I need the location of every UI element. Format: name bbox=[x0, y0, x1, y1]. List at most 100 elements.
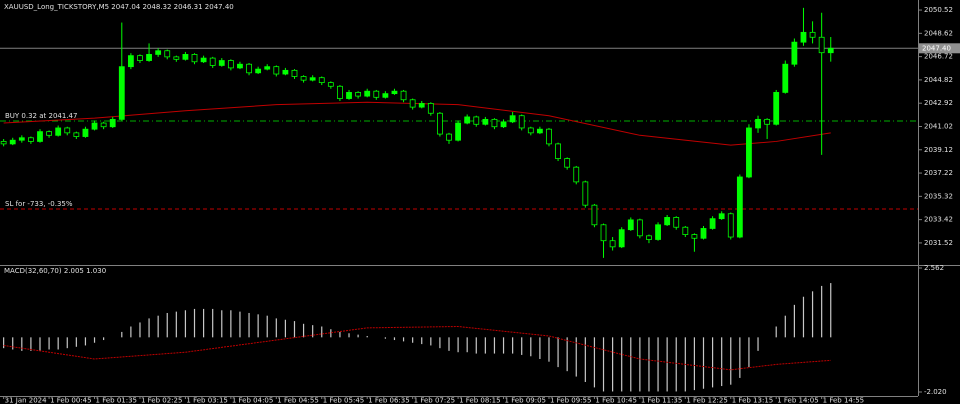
candle-body bbox=[491, 118, 498, 128]
current-price-box bbox=[919, 43, 960, 54]
candle-body bbox=[118, 66, 125, 120]
candle-body bbox=[373, 90, 380, 98]
candle-body bbox=[137, 55, 143, 61]
candle-body bbox=[655, 224, 661, 240]
candle-body bbox=[400, 90, 407, 101]
candle-body bbox=[727, 213, 734, 238]
x-tick-label: 1 Feb 03:15 bbox=[186, 397, 227, 404]
x-tick-label: 1 Feb 13:15 bbox=[732, 397, 773, 404]
candle-body bbox=[191, 54, 198, 63]
x-tick-label: 1 Feb 10:45 bbox=[595, 397, 636, 404]
candle-body bbox=[564, 158, 571, 168]
candle-body bbox=[146, 54, 152, 61]
level-label: BUY 0.32 at 2041.47 bbox=[5, 112, 77, 120]
candle-body bbox=[364, 90, 371, 97]
candle-body bbox=[618, 229, 625, 248]
candle-body bbox=[536, 128, 543, 134]
candle-body bbox=[546, 128, 552, 145]
candle-body bbox=[418, 103, 425, 108]
candle-body bbox=[473, 116, 480, 125]
x-tick-label: 1 Feb 05:45 bbox=[323, 397, 364, 404]
candle-body bbox=[527, 127, 534, 134]
candle-body bbox=[800, 31, 807, 43]
chart-title: XAUUSD_Long_TICKSTORY,M5 2047.04 2048.32… bbox=[4, 3, 234, 11]
candle-body bbox=[200, 57, 207, 63]
candle-body bbox=[264, 66, 271, 70]
x-tick-label: 1 Feb 00:45 bbox=[50, 397, 91, 404]
x-tick-label: 1 Feb 09:05 bbox=[505, 397, 546, 404]
candle-body bbox=[627, 219, 634, 231]
candle-body bbox=[518, 115, 525, 129]
candle-body bbox=[55, 127, 62, 136]
candle-body bbox=[555, 143, 561, 159]
y-tick-label: 2035.32 bbox=[924, 192, 953, 200]
x-tick-label: 31 Jan 2024 bbox=[5, 397, 48, 404]
y-tick-label: 2044.82 bbox=[924, 76, 953, 84]
candle-body bbox=[182, 54, 189, 60]
candle-body bbox=[709, 218, 716, 229]
candle-body bbox=[246, 63, 252, 74]
candle-body bbox=[818, 36, 825, 54]
candle-body bbox=[636, 219, 643, 237]
candle-body bbox=[782, 63, 789, 93]
candle-body bbox=[500, 121, 507, 128]
candle-body bbox=[446, 133, 452, 141]
current-price-label: 2047.40 bbox=[922, 44, 951, 52]
candle-body bbox=[355, 92, 362, 97]
candle-body bbox=[346, 92, 352, 99]
candle-body bbox=[46, 131, 52, 136]
candle-body bbox=[718, 213, 725, 220]
candle-body bbox=[509, 115, 516, 123]
y-tick-label: 2037.22 bbox=[924, 169, 953, 177]
candle-body bbox=[255, 68, 262, 74]
candle-body bbox=[646, 235, 652, 240]
candle-body bbox=[746, 127, 752, 178]
candle-body bbox=[300, 76, 307, 81]
candle-body bbox=[591, 204, 598, 226]
y-tick-label: 2033.42 bbox=[924, 216, 953, 224]
y-tick-label: 2048.62 bbox=[924, 29, 953, 37]
candle-body bbox=[609, 240, 616, 248]
candle-body bbox=[28, 137, 34, 142]
candle-body bbox=[736, 176, 743, 238]
candle-body bbox=[318, 77, 325, 84]
candle-body bbox=[337, 85, 343, 99]
candle-body bbox=[227, 60, 234, 69]
candle-body bbox=[773, 92, 780, 125]
x-tick-label: 1 Feb 11:35 bbox=[641, 397, 682, 404]
y-tick-label: 2050.52 bbox=[924, 6, 953, 14]
candle-body bbox=[382, 93, 389, 98]
candle-body bbox=[237, 63, 243, 69]
x-tick-label: 1 Feb 04:05 bbox=[232, 397, 273, 404]
main-panel: 2050.52 2048.62 2046.72 2044.82 2042.92 2041.… bbox=[0, 6, 960, 404]
candle-body bbox=[127, 55, 134, 68]
candle-body bbox=[455, 122, 461, 141]
candle-body bbox=[809, 31, 816, 38]
candle-body bbox=[18, 137, 25, 141]
candle-body bbox=[273, 66, 280, 75]
y-tick-label: -2.020 bbox=[924, 388, 947, 396]
candle-body bbox=[282, 69, 289, 75]
candle-body bbox=[600, 224, 607, 242]
y-tick-label: 2031.52 bbox=[924, 239, 953, 247]
candle-body bbox=[827, 47, 834, 54]
y-tick-label: 2041.02 bbox=[924, 122, 953, 130]
candle-body bbox=[764, 118, 771, 125]
x-tick-label: 1 Feb 12:25 bbox=[686, 397, 727, 404]
candle-body bbox=[100, 122, 107, 128]
y-tick-label: 2039.12 bbox=[924, 146, 953, 154]
candle-body bbox=[64, 127, 71, 134]
candle-body bbox=[291, 69, 298, 77]
candle-body bbox=[155, 50, 162, 55]
signal-line bbox=[3, 326, 831, 371]
candle-body bbox=[691, 234, 698, 239]
x-tick-label: 1 Feb 07:25 bbox=[414, 397, 455, 404]
x-tick-label: 1 Feb 14:05 bbox=[777, 397, 818, 404]
y-tick-label: 2042.92 bbox=[924, 99, 953, 107]
candle-body bbox=[791, 41, 798, 65]
x-tick-label: 1 Feb 09:55 bbox=[550, 397, 591, 404]
candle-body bbox=[82, 128, 89, 137]
candle-body bbox=[482, 118, 489, 125]
candle-body bbox=[91, 122, 98, 130]
